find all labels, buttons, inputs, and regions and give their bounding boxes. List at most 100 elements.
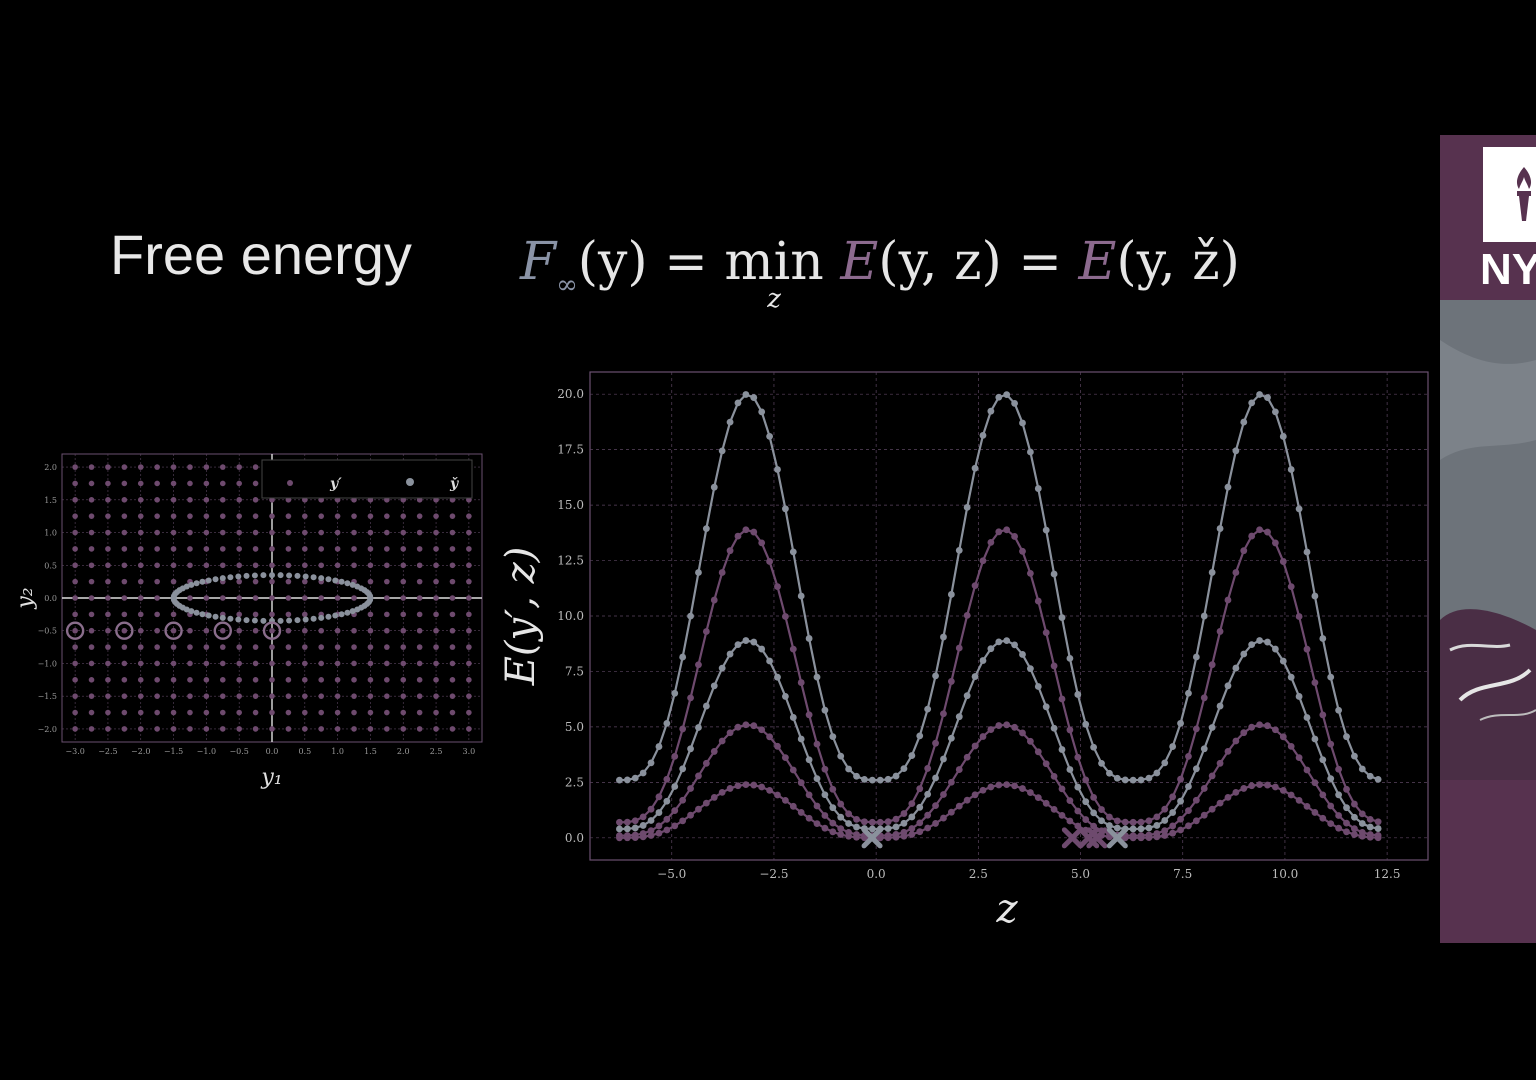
energy-point [687, 612, 694, 620]
y-prime-point [302, 627, 308, 634]
y-check-point [219, 575, 226, 582]
energy-point [1161, 759, 1169, 767]
y-prime-point [252, 677, 259, 683]
energy-point [1295, 693, 1303, 700]
min-marker [1086, 827, 1108, 849]
y-prime-point [121, 660, 128, 667]
y-prime-point [252, 562, 259, 569]
y-prime-point [318, 562, 325, 569]
energy-point [940, 755, 947, 763]
energy-point [1264, 394, 1271, 401]
y-prime-point [88, 660, 95, 667]
y-prime-point [302, 709, 308, 716]
y-prime-point [302, 677, 308, 683]
energy-point [1256, 637, 1263, 644]
y-prime-point [334, 693, 341, 699]
y-prime-point [318, 513, 325, 519]
y-prime-point [367, 546, 374, 552]
y-prime-point [154, 497, 160, 503]
energy-point [1106, 822, 1113, 829]
y-prime-point [449, 611, 456, 618]
small-xtick-label: 2.5 [430, 747, 443, 756]
energy-point [1358, 832, 1366, 840]
energy-point [955, 644, 963, 652]
energy-point [963, 611, 971, 619]
energy-point [1232, 737, 1240, 745]
y-prime-point [367, 660, 374, 667]
y-check-point [235, 573, 242, 580]
small-legend: y′ y̌ [261, 459, 473, 499]
energy-point [1145, 824, 1153, 832]
energy-point [963, 753, 971, 761]
y-prime-point [334, 709, 341, 716]
big-ytick-label: 20.0 [557, 387, 584, 401]
energy-point [702, 799, 710, 807]
energy-point [1200, 811, 1208, 819]
energy-point [639, 769, 647, 777]
energy-point [1248, 782, 1256, 790]
y-prime-point [400, 677, 407, 683]
y-check-point [227, 574, 234, 581]
energy-point [987, 783, 995, 791]
energy-point [718, 569, 726, 576]
formula-min-word: min [724, 232, 824, 292]
energy-point [623, 825, 631, 833]
y-prime-point [170, 726, 177, 732]
energy-point [726, 729, 734, 737]
y-prime-point [105, 627, 111, 634]
energy-point [995, 528, 1003, 536]
energy-point [1090, 809, 1098, 817]
energy-point [1026, 569, 1034, 577]
energy-point [774, 583, 781, 591]
energy-point [789, 645, 797, 653]
energy-point [1319, 635, 1327, 642]
energy-curve-3 [619, 723, 1379, 837]
y-prime-point [154, 562, 160, 569]
energy-point [963, 692, 971, 700]
energy-point [758, 408, 766, 416]
energy-point [695, 805, 702, 813]
y-prime-point [105, 562, 111, 569]
y-prime-point [88, 513, 95, 519]
y-prime-point [105, 497, 111, 503]
y-prime-point [449, 562, 456, 569]
y-prime-point [203, 480, 210, 487]
y-prime-point [252, 529, 259, 536]
y-prime-point [466, 513, 472, 519]
energy-point [1271, 783, 1279, 791]
energy-point [655, 822, 663, 830]
energy-point [1129, 825, 1137, 833]
energy-point [1192, 765, 1200, 773]
energy-point [1066, 797, 1074, 805]
y-prime-point [137, 546, 144, 552]
y-check-point [188, 608, 195, 615]
y-check-point [349, 581, 356, 588]
energy-point [1145, 774, 1153, 782]
y-check-point [219, 614, 226, 621]
y-prime-point [154, 513, 160, 519]
energy-point [1011, 782, 1018, 790]
y-prime-point [433, 611, 439, 618]
y-prime-point [203, 709, 210, 716]
y-prime-point [269, 726, 275, 732]
energy-point [884, 825, 892, 832]
formula-arg1: (y, z) [878, 232, 1002, 292]
energy-point [1074, 691, 1082, 698]
energy-point [1192, 725, 1200, 733]
y-prime-point [105, 693, 111, 699]
energy-point [742, 637, 750, 644]
small-xtick-label: 0.5 [298, 747, 311, 756]
energy-point [987, 645, 995, 653]
y-prime-point [449, 693, 456, 699]
energy-point [940, 791, 947, 798]
y-prime-point [203, 562, 210, 569]
y-prime-point [187, 546, 193, 552]
y-prime-point [400, 595, 407, 601]
energy-point [995, 393, 1003, 401]
y-check-point [212, 576, 219, 583]
energy-point [1319, 711, 1327, 719]
y-prime-point [137, 497, 144, 503]
energy-point [687, 745, 694, 753]
y-prime-point [72, 546, 78, 552]
energy-point [1177, 775, 1184, 783]
